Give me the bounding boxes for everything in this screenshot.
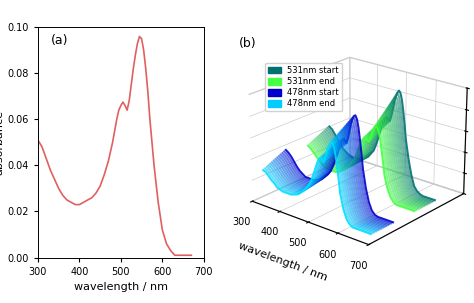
X-axis label: wavelength / nm: wavelength / nm: [74, 282, 168, 292]
X-axis label: wavelength / nm: wavelength / nm: [237, 241, 328, 283]
Text: (b): (b): [239, 37, 257, 50]
Text: (a): (a): [51, 34, 69, 47]
Y-axis label: absorbance: absorbance: [0, 110, 5, 175]
Legend: 531nm start, 531nm end, 478nm start, 478nm end: 531nm start, 531nm end, 478nm start, 478…: [265, 63, 342, 112]
